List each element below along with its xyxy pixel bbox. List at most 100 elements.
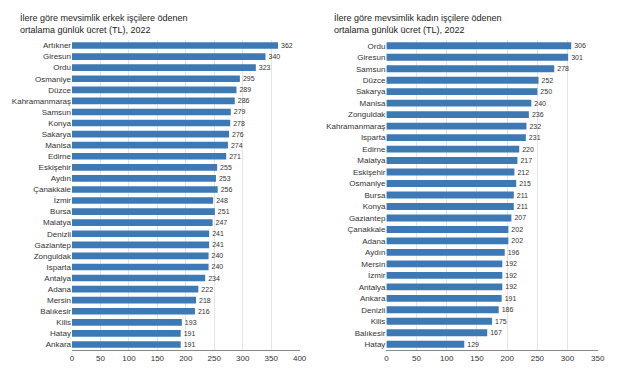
svg-text:Gaziantep: Gaziantep <box>35 241 72 250</box>
svg-text:252: 252 <box>542 77 554 84</box>
svg-text:191: 191 <box>505 295 517 302</box>
svg-text:271: 271 <box>229 153 241 160</box>
svg-text:Ordu: Ordu <box>368 42 386 51</box>
svg-text:Edirne: Edirne <box>362 145 386 154</box>
svg-text:150: 150 <box>151 354 165 363</box>
svg-text:Sakarya: Sakarya <box>356 87 386 96</box>
svg-text:175: 175 <box>495 318 507 325</box>
svg-text:Kahramanmaraş: Kahramanmaraş <box>326 122 385 131</box>
svg-text:100: 100 <box>122 354 136 363</box>
svg-text:211: 211 <box>517 192 528 199</box>
svg-text:0: 0 <box>70 354 75 363</box>
svg-text:Hatay: Hatay <box>50 329 71 338</box>
svg-text:400: 400 <box>293 354 307 363</box>
svg-text:300: 300 <box>236 354 250 363</box>
svg-text:50: 50 <box>96 354 105 363</box>
svg-text:192: 192 <box>505 260 517 267</box>
svg-text:Konya: Konya <box>48 119 71 128</box>
svg-text:215: 215 <box>519 180 531 187</box>
svg-text:278: 278 <box>233 120 245 127</box>
svg-text:Bursa: Bursa <box>364 191 385 200</box>
svg-text:Giresun: Giresun <box>357 53 385 62</box>
svg-text:150: 150 <box>470 354 484 363</box>
svg-text:Denizli: Denizli <box>361 306 385 315</box>
svg-text:241: 241 <box>212 241 224 248</box>
svg-text:Ankara: Ankara <box>46 340 72 349</box>
svg-text:192: 192 <box>505 283 517 290</box>
svg-text:Malatya: Malatya <box>357 156 386 165</box>
svg-text:Kilis: Kilis <box>56 318 71 327</box>
svg-text:Artıkner: Artıkner <box>43 41 71 50</box>
svg-text:Osmaniye: Osmaniye <box>35 75 72 84</box>
svg-text:240: 240 <box>212 263 224 270</box>
svg-text:216: 216 <box>198 308 210 315</box>
svg-text:Malatya: Malatya <box>43 218 72 227</box>
svg-text:Adana: Adana <box>48 285 72 294</box>
svg-text:Giresun: Giresun <box>43 52 71 61</box>
svg-text:362: 362 <box>281 42 293 49</box>
svg-text:255: 255 <box>220 164 232 171</box>
svg-text:Osmaniye: Osmaniye <box>349 179 386 188</box>
svg-text:Samsun: Samsun <box>42 108 71 117</box>
svg-text:Manisa: Manisa <box>360 99 386 108</box>
svg-text:340: 340 <box>268 53 280 60</box>
svg-text:256: 256 <box>221 186 233 193</box>
svg-text:Mersin: Mersin <box>47 296 71 305</box>
svg-text:191: 191 <box>184 341 196 348</box>
svg-text:289: 289 <box>239 86 251 93</box>
svg-text:200: 200 <box>179 354 193 363</box>
svg-text:250: 250 <box>208 354 222 363</box>
svg-text:Sakarya: Sakarya <box>42 130 72 139</box>
svg-text:Antalya: Antalya <box>44 274 71 283</box>
svg-text:186: 186 <box>502 306 514 313</box>
svg-text:222: 222 <box>201 286 213 293</box>
svg-text:Ordu: Ordu <box>53 63 71 72</box>
svg-text:Edirne: Edirne <box>48 152 72 161</box>
svg-text:202: 202 <box>511 237 523 244</box>
svg-text:202: 202 <box>511 226 523 233</box>
svg-text:250: 250 <box>540 88 552 95</box>
svg-text:Çanakkale: Çanakkale <box>33 185 71 194</box>
svg-text:323: 323 <box>259 64 271 71</box>
svg-text:100: 100 <box>440 354 454 363</box>
svg-text:Manisa: Manisa <box>45 141 71 150</box>
svg-text:300: 300 <box>561 354 575 363</box>
svg-text:İlere göre mevsimlik erkek işç: İlere göre mevsimlik erkek işçilere öden… <box>20 13 188 35</box>
svg-text:Samsun: Samsun <box>356 65 385 74</box>
svg-text:Aydın: Aydın <box>365 248 385 257</box>
svg-text:248: 248 <box>216 197 228 204</box>
svg-text:218: 218 <box>199 297 211 304</box>
svg-text:Mersin: Mersin <box>361 260 385 269</box>
svg-text:200: 200 <box>500 354 514 363</box>
svg-text:Denizli: Denizli <box>47 230 71 239</box>
svg-text:0: 0 <box>384 354 389 363</box>
svg-text:Isparta: Isparta <box>361 133 386 142</box>
svg-text:250: 250 <box>531 354 545 363</box>
svg-text:Gaziantep: Gaziantep <box>349 214 386 223</box>
svg-text:234: 234 <box>208 275 220 282</box>
svg-text:251: 251 <box>218 208 230 215</box>
svg-text:Düzce: Düzce <box>363 76 386 85</box>
svg-text:350: 350 <box>265 354 279 363</box>
svg-text:191: 191 <box>184 330 196 337</box>
svg-text:240: 240 <box>534 100 546 107</box>
svg-text:212: 212 <box>517 169 529 176</box>
svg-text:50: 50 <box>412 354 421 363</box>
svg-text:276: 276 <box>232 131 244 138</box>
svg-text:Düzce: Düzce <box>48 86 71 95</box>
svg-text:167: 167 <box>490 329 502 336</box>
svg-text:Eskişehir: Eskişehir <box>39 163 72 172</box>
svg-text:301: 301 <box>571 54 583 61</box>
svg-text:306: 306 <box>574 42 586 49</box>
svg-text:Adana: Adana <box>362 237 386 246</box>
svg-text:Ankara: Ankara <box>360 294 386 303</box>
svg-text:İzmir: İzmir <box>54 196 72 205</box>
svg-text:Aydın: Aydın <box>51 174 71 183</box>
svg-text:211: 211 <box>517 203 528 210</box>
svg-text:350: 350 <box>591 354 605 363</box>
svg-text:İlere göre mevsimlik kadın işç: İlere göre mevsimlik kadın işçilere öden… <box>334 13 502 35</box>
svg-text:279: 279 <box>234 108 246 115</box>
svg-text:Isparta: Isparta <box>47 263 72 272</box>
svg-text:232: 232 <box>529 123 541 130</box>
svg-text:240: 240 <box>212 252 224 259</box>
